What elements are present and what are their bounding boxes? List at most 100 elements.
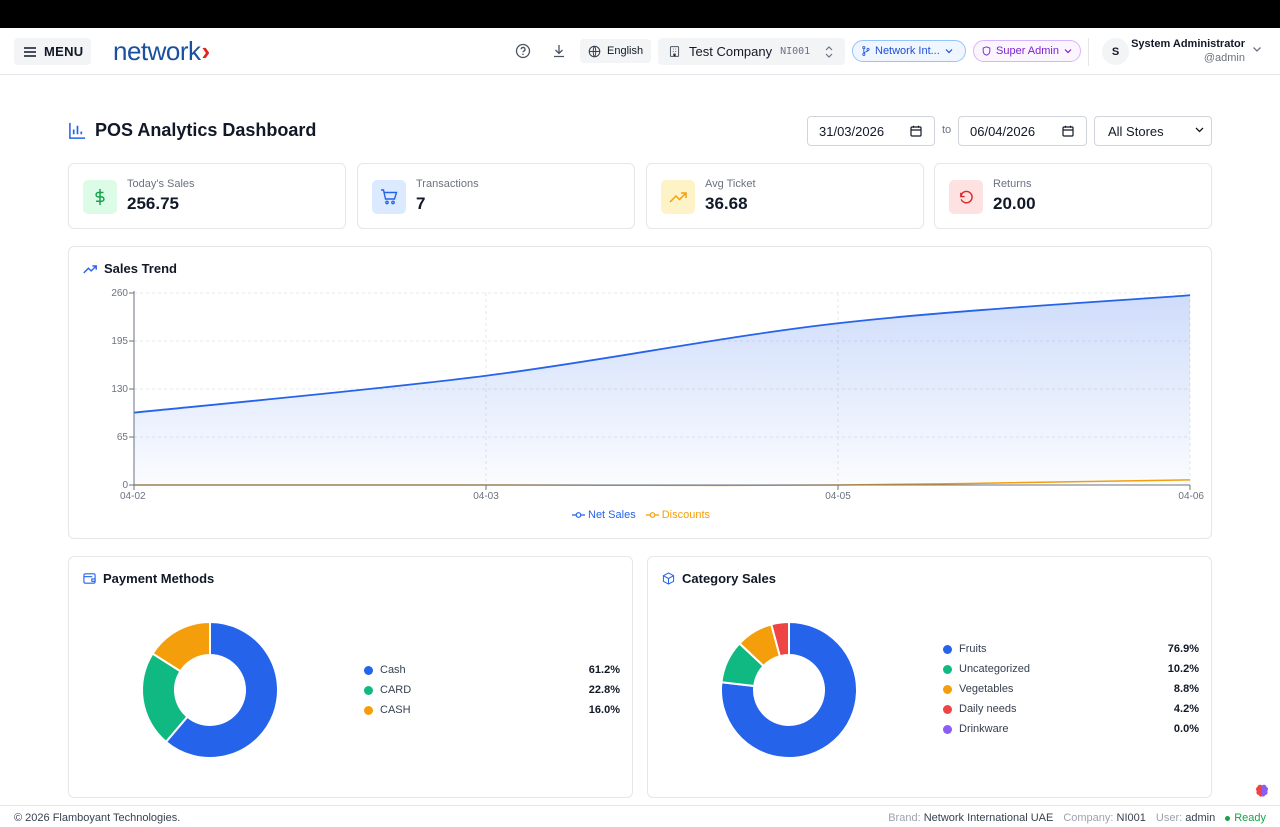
legend-label: CASH [380, 704, 411, 716]
company-status-value: NI001 [1116, 812, 1146, 824]
legend-percent: 4.2% [1173, 703, 1199, 715]
company-name: Test Company [689, 44, 773, 59]
kpi-card-avg-ticket: Avg Ticket 36.68 [646, 163, 924, 229]
download-icon[interactable] [550, 42, 568, 60]
legend-percent: 0.0% [1173, 723, 1199, 735]
sales-trend-card: Sales Trend 0 65 130 195 260 04-02 04-03 04-05 0… [68, 246, 1212, 539]
legend-dot [943, 724, 952, 734]
net-sales-area [134, 295, 1190, 485]
user-menu-chevron-icon[interactable] [1252, 46, 1262, 53]
kpi-label: Returns [993, 178, 1032, 190]
role-label: Super Admin [996, 45, 1059, 57]
ready-dot [1225, 815, 1231, 821]
legend-dot [943, 644, 952, 654]
kpi-label: Transactions [416, 178, 479, 190]
git-branch-icon [862, 46, 870, 56]
donut-slice [770, 620, 790, 658]
payment-methods-chart [141, 620, 279, 759]
category-sales-chart [720, 620, 858, 759]
assistant-brain-icon[interactable] [1251, 780, 1273, 802]
legend-dot [943, 664, 952, 674]
brand-status-label: Brand: [888, 812, 921, 824]
y-tick-label: 260 [111, 288, 128, 299]
ready-label: Ready [1234, 812, 1266, 824]
language-label: English [607, 45, 644, 57]
date-range-separator: to [942, 124, 952, 136]
date-from-input[interactable]: 31/03/2026 [807, 116, 935, 146]
card-title: Sales Trend [104, 261, 177, 276]
legend-dot [364, 705, 373, 715]
globe-icon [588, 45, 601, 57]
legend-discounts[interactable]: Discounts [645, 509, 710, 521]
store-select[interactable]: All Stores [1094, 116, 1212, 146]
chevron-down-icon [945, 49, 953, 54]
trending-up-icon [669, 192, 687, 203]
user-status-label: User: [1155, 812, 1183, 824]
kpi-card-returns: Returns 20.00 [934, 163, 1212, 229]
kpi-value: 20.00 [993, 194, 1036, 213]
chevron-down-icon [1195, 127, 1204, 133]
avatar[interactable]: S [1102, 38, 1129, 65]
company-selector[interactable]: Test Company NI001 [658, 38, 845, 65]
menu-label: MENU [44, 44, 84, 59]
role-selector[interactable]: Super Admin [973, 40, 1081, 62]
legend-percent: 76.9% [1167, 643, 1199, 655]
legend-item: Drinkware 0.0% [943, 723, 1199, 735]
legend-net-sales[interactable]: Net Sales [572, 509, 636, 521]
legend-label: Drinkware [959, 723, 1009, 735]
y-tick-label: 195 [111, 336, 128, 347]
sales-trend-chart: 0 65 130 195 260 04-02 04-03 04-05 04-06 [111, 288, 1204, 502]
x-tick-label: 04-02 [120, 491, 146, 502]
brand-logo[interactable]: network› [113, 36, 210, 67]
legend-item: Vegetables 8.8% [943, 683, 1199, 695]
legend-item: CASH 16.0% [364, 704, 620, 716]
copyright-text: © 2026 Flamboyant Technologies. [14, 812, 181, 824]
donut-slice [151, 620, 211, 673]
payment-methods-card: Payment Methods Cash 61.2% CARD 22.8% CA… [68, 556, 633, 798]
date-from-value: 31/03/2026 [819, 123, 885, 139]
legend-percent: 8.8% [1173, 683, 1199, 695]
legend-line-icon [572, 512, 585, 518]
kpi-label: Avg Ticket [705, 178, 756, 190]
help-icon[interactable] [514, 42, 532, 60]
package-icon [662, 572, 675, 585]
date-to-input[interactable]: 06/04/2026 [958, 116, 1087, 146]
user-name[interactable]: System Administrator [1131, 38, 1245, 50]
kpi-icon-box [372, 180, 406, 214]
network-label: Network Int... [875, 45, 940, 57]
legend-label: Fruits [959, 643, 987, 655]
kpi-value: 256.75 [127, 194, 179, 213]
top-strip [0, 0, 1280, 28]
company-status-label: Company: [1063, 812, 1114, 824]
card-header: Sales Trend [83, 261, 177, 276]
category-legend: Fruits 76.9% Uncategorized 10.2% Vegetab… [943, 643, 1199, 743]
chevrons-up-down-icon [825, 45, 833, 58]
user-handle: @admin [1203, 52, 1245, 64]
page-title: POS Analytics Dashboard [95, 120, 317, 140]
hamburger-icon [24, 46, 36, 57]
legend-line-icon [645, 512, 659, 518]
bar-chart-icon [69, 122, 86, 139]
language-selector[interactable]: English [580, 39, 651, 63]
user-status: User: admin [1156, 812, 1215, 824]
brand-status: Brand: Network International UAE [888, 812, 1053, 824]
y-tick-label: 65 [117, 432, 129, 443]
legend-label: CARD [380, 684, 412, 696]
menu-button[interactable]: MENU [14, 38, 91, 65]
calendar-icon[interactable] [910, 125, 922, 137]
shield-icon [982, 46, 991, 56]
chevron-down-icon [1064, 49, 1072, 54]
legend-item: CARD 22.8% [364, 684, 620, 696]
x-tick-label: 04-06 [1178, 491, 1204, 502]
app-header: MENU network› English Test Company NI001… [0, 28, 1280, 75]
trending-up-icon [83, 264, 97, 273]
category-sales-card: Category Sales Fruits 76.9% Uncategorize… [647, 556, 1212, 798]
wallet-icon [83, 573, 96, 584]
rotate-ccw-icon [959, 190, 973, 203]
legend-label: Discounts [661, 509, 710, 521]
calendar-icon[interactable] [1062, 125, 1074, 137]
y-tick-label: 0 [122, 480, 128, 491]
legend-label: Uncategorized [959, 663, 1030, 675]
network-selector[interactable]: Network Int... [852, 40, 966, 62]
legend-label: Vegetables [959, 683, 1014, 695]
